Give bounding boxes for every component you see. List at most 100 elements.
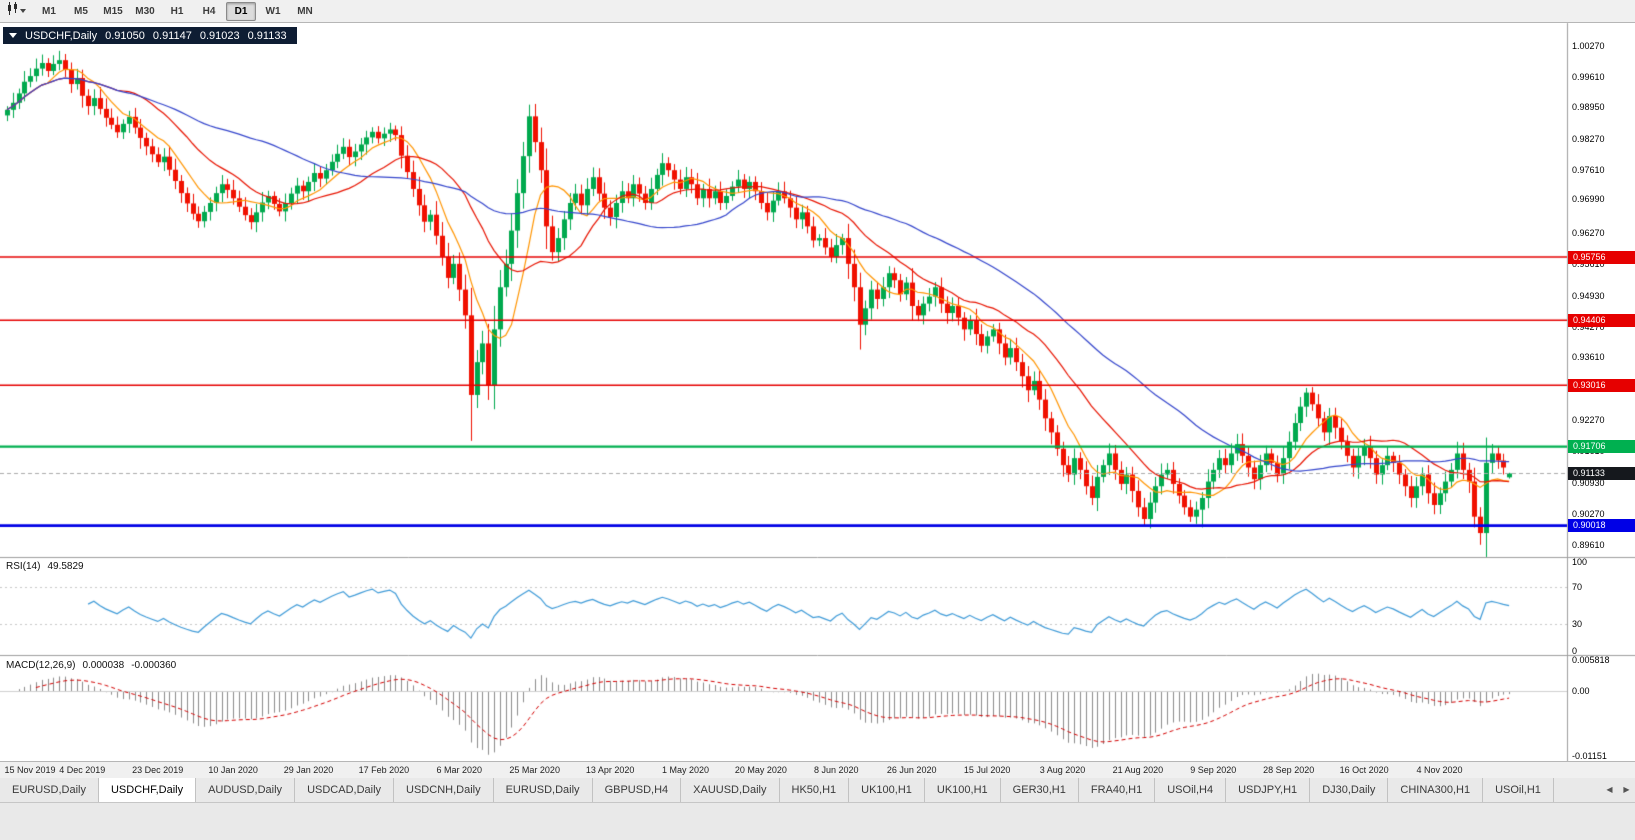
macd-signal-value: -0.000360 (131, 660, 177, 671)
rsi-indicator-label: RSI(14) 49.5829 (6, 561, 91, 572)
price-axis-label: 0.95610 (1572, 258, 1605, 269)
timeframe-buttons: M1 M5 M15 M30 H1 H4 D1 W1 MN (33, 1, 321, 21)
chart-tab-ger30-h1[interactable]: GER30,H1 (1001, 778, 1079, 802)
date-axis-label: 16 Oct 2020 (1339, 765, 1389, 775)
chevron-down-icon (19, 9, 26, 13)
timeframe-button-m1[interactable]: M1 (42, 5, 56, 17)
chart-tab-uk100-h1[interactable]: UK100,H1 (849, 778, 925, 802)
timeframe-button-mn[interactable]: MN (297, 5, 313, 17)
price-axis-label: 0.94930 (1572, 290, 1605, 301)
chart-tab-xauusd-daily[interactable]: XAUUSD,Daily (681, 778, 780, 802)
ohlc-close: 0.91133 (247, 29, 287, 42)
timeframe-button-w1[interactable]: W1 (265, 5, 281, 17)
hline-price-badge[interactable]: 0.95756 (1568, 250, 1635, 264)
date-axis-label: 28 Sep 2020 (1263, 765, 1315, 775)
timeframe-button-d1[interactable]: D1 (226, 1, 256, 21)
price-axis-label: 0.89610 (1572, 539, 1605, 550)
rsi-current-value: 49.5829 (47, 561, 84, 572)
timeframe-toolbar: M1 M5 M15 M30 H1 H4 D1 W1 MN (0, 0, 1635, 23)
chart-tab-usdchf-daily[interactable]: USDCHF,Daily (98, 778, 197, 802)
rsi-axis-label: 70 (1572, 581, 1583, 592)
date-axis-label: 4 Nov 2020 (1416, 765, 1463, 775)
date-axis-label: 15 Nov 2019 (4, 765, 56, 775)
hline-price-badge[interactable]: 0.94406 (1568, 313, 1635, 327)
chart-tab-hk50-h1[interactable]: HK50,H1 (780, 778, 850, 802)
ohlc-high: 0.91147 (152, 29, 192, 42)
date-axis-label: 4 Dec 2019 (59, 765, 106, 775)
chart-tab-eurusd-daily[interactable]: EURUSD,Daily (494, 778, 593, 802)
ohlc-low: 0.91023 (199, 29, 240, 42)
price-axis-label: 0.90270 (1572, 508, 1605, 519)
price-axis-label: 0.90930 (1572, 477, 1605, 488)
price-chart-canvas[interactable] (0, 0, 1635, 761)
chart-tab-audusd-daily[interactable]: AUDUSD,Daily (196, 778, 296, 802)
price-axis-label: 0.92270 (1572, 415, 1605, 426)
macd-name: MACD(12,26,9) (6, 660, 76, 671)
chart-tab-eurusd-daily[interactable]: EURUSD,Daily (0, 778, 99, 802)
chart-tab-usoil-h1[interactable]: USOil,H1 (1483, 778, 1554, 802)
price-axis-label: 0.93610 (1572, 352, 1605, 363)
collapse-panel-icon[interactable] (9, 33, 17, 38)
current-price-badge: 0.91133 (1568, 466, 1635, 480)
price-axis-label: 0.96990 (1572, 194, 1605, 205)
date-axis-label: 15 Jul 2020 (963, 765, 1011, 775)
chart-tab-bar: EURUSD,Daily USDCHF,Daily AUDUSD,Daily USDC… (0, 778, 1635, 803)
rsi-name: RSI(14) (6, 561, 41, 572)
date-axis-label: 26 Jun 2020 (886, 765, 937, 775)
timeframe-button-h1[interactable]: H1 (170, 5, 184, 17)
tab-scroll-right-button[interactable]: ▶ (1623, 785, 1630, 794)
date-axis-label: 20 May 2020 (734, 765, 787, 775)
chart-tab-uk100-h1[interactable]: UK100,H1 (925, 778, 1001, 802)
macd-axis-label: -0.01151 (1572, 751, 1607, 761)
chart-tab-dj30-daily[interactable]: DJ30,Daily (1310, 778, 1389, 802)
chart-tab-china300-h1[interactable]: CHINA300,H1 (1388, 778, 1484, 802)
chart-tab-usdcnh-daily[interactable]: USDCNH,Daily (394, 778, 494, 802)
date-axis-label: 8 Jun 2020 (814, 765, 859, 775)
chart-tab-usoil-h4[interactable]: USOil,H4 (1155, 778, 1227, 802)
date-axis-label: 25 Mar 2020 (509, 765, 560, 775)
macd-current-value: 0.000038 (82, 660, 125, 671)
hline-price-badge[interactable]: 0.91706 (1568, 440, 1635, 454)
bottom-bar: EURUSD,Daily USDCHF,Daily AUDUSD,Daily USDC… (0, 778, 1635, 840)
chart-tab-fra40-h1[interactable]: FRA40,H1 (1079, 778, 1156, 802)
date-axis-label: 23 Dec 2019 (132, 765, 184, 775)
date-axis-label: 10 Jan 2020 (208, 765, 258, 775)
hline-price-badge[interactable]: 0.93016 (1568, 378, 1635, 392)
date-axis-label: 3 Aug 2020 (1039, 765, 1086, 775)
rsi-axis-label: 100 (1572, 557, 1588, 567)
date-axis-label: 6 Mar 2020 (436, 765, 483, 775)
macd-axis-label: 0.005818 (1572, 655, 1610, 665)
candlestick-chart-icon (7, 2, 18, 20)
tab-scroll-left-button[interactable]: ◀ (1606, 785, 1613, 794)
chart-type-dropdown-button[interactable] (3, 2, 29, 21)
chart-title-badge: USDCHF,Daily 0.91050 0.91147 0.91023 0.9… (3, 27, 297, 44)
price-axis-label: 0.98950 (1572, 102, 1605, 113)
timeframe-button-h4[interactable]: H4 (202, 5, 216, 17)
price-axis-label: 0.98270 (1572, 134, 1605, 145)
date-axis-label: 21 Aug 2020 (1112, 765, 1164, 775)
date-axis-label: 29 Jan 2020 (283, 765, 334, 775)
rsi-axis-label: 0 (1572, 646, 1578, 656)
timeframe-button-m5[interactable]: M5 (74, 5, 88, 17)
chart-symbol-period: USDCHF,Daily (25, 29, 98, 42)
chart-tab-usdjpy-h1[interactable]: USDJPY,H1 (1226, 778, 1311, 802)
hline-price-badge[interactable]: 0.90018 (1568, 519, 1635, 533)
timeframe-button-m15[interactable]: M15 (103, 5, 123, 17)
date-axis[interactable]: 15 Nov 2019 4 Dec 2019 23 Dec 2019 10 Jan 2… (0, 761, 1635, 778)
ohlc-open: 0.91050 (105, 29, 145, 42)
price-axis-label: 1.00270 (1572, 40, 1605, 51)
price-axis-label: 0.96270 (1572, 227, 1605, 238)
chart-tab-gbpusd-h4[interactable]: GBPUSD,H4 (593, 778, 682, 802)
macd-axis-label: 0.00 (1572, 686, 1590, 697)
date-axis-label: 1 May 2020 (661, 765, 710, 775)
price-axis-label: 0.97610 (1572, 165, 1605, 176)
rsi-axis-label: 30 (1572, 619, 1583, 630)
chart-tab-usdcad-daily[interactable]: USDCAD,Daily (295, 778, 395, 802)
macd-indicator-label: MACD(12,26,9) 0.000038 -0.000360 (6, 660, 183, 671)
price-axis-label: 0.99610 (1572, 71, 1605, 82)
timeframe-button-m30[interactable]: M30 (135, 5, 155, 17)
date-axis-label: 13 Apr 2020 (585, 765, 635, 775)
date-axis-label: 17 Feb 2020 (358, 765, 410, 775)
date-axis-label: 9 Sep 2020 (1190, 765, 1237, 775)
